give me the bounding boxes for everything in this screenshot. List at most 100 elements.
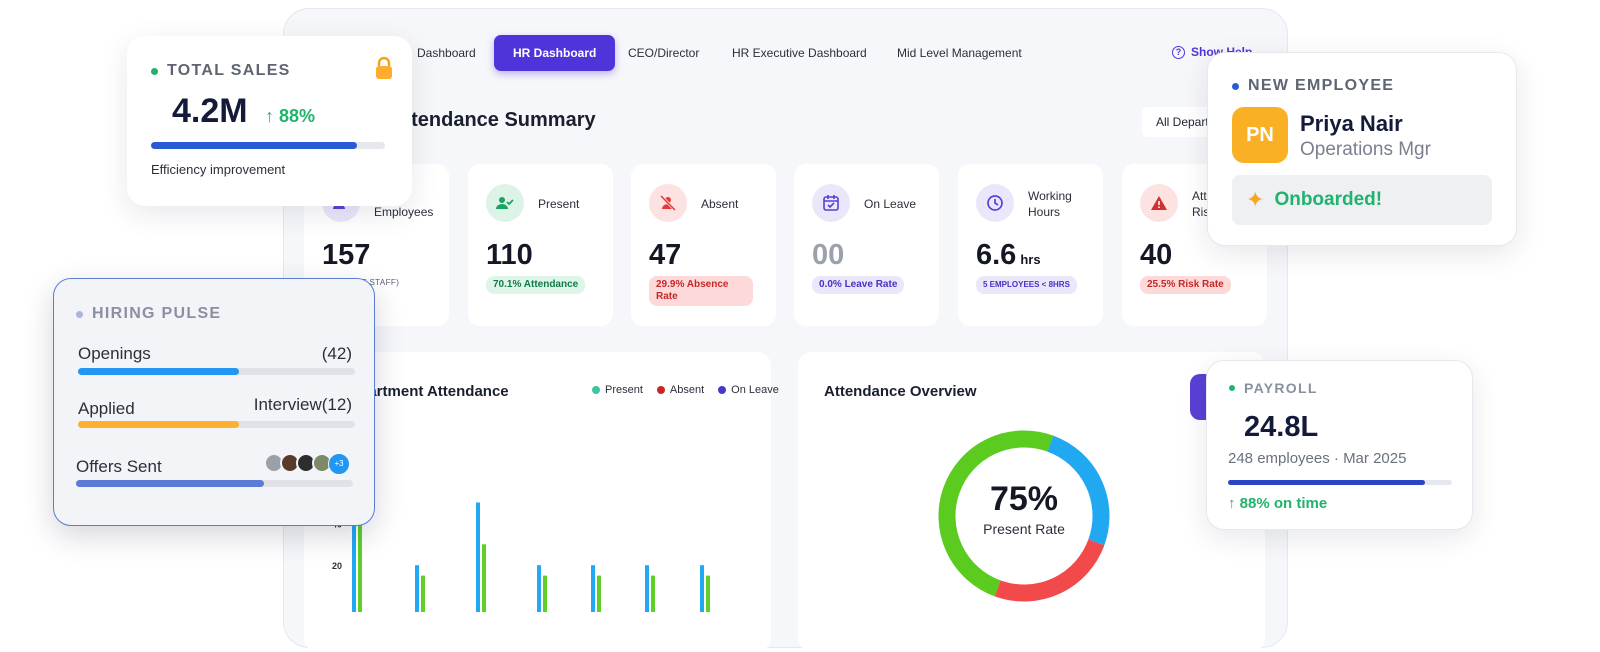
row-value-interview: Interview(12) [253,395,352,414]
payroll-card: PAYROLL 24.8L 248 employees · Mar 2025 ↑… [1206,360,1473,530]
bar [700,565,704,612]
total-sales-card: TOTAL SALES 4.2M ↑ 88% Efficiency improv… [127,36,412,206]
dashboard-window: Dashboard HR Dashboard CEO/Director HR E… [283,8,1289,652]
card-title: PAYROLL [1229,380,1318,396]
card-title-label: PAYROLL [1244,380,1318,396]
legend-label: Present [605,384,643,396]
row-label-openings: Openings [78,344,151,363]
stat-label: Absent [701,197,739,211]
lock-icon [374,56,394,85]
sales-progress-track [151,142,385,149]
card-title: HIRING PULSE [76,305,221,323]
status-badge: 25.5% Risk Rate [1140,276,1231,294]
status-badge: 0.0% Leave Rate [812,276,905,294]
status-badge: 70.1% Attendance [486,276,586,294]
status-dot [151,67,158,75]
tab-ceo-director[interactable]: CEO/Director [628,46,700,60]
avatar: PN [1232,107,1288,163]
bar [591,565,595,612]
legend-dot [592,386,600,394]
bar [358,523,362,612]
stat-label: Working Hours [1028,189,1072,219]
tab-dashboard[interactable]: Dashboard [417,46,476,60]
applied-progress-track [78,421,355,428]
legend-label: Absent [669,384,705,396]
bar [415,565,419,612]
tab-bar: Dashboard HR Dashboard CEO/Director HR E… [284,35,1289,75]
stat-card-present: Present 110 70.1% Attendance [468,164,613,326]
new-employee-card: NEW EMPLOYEE PN Priya Nair Operations Mg… [1207,52,1517,246]
sales-progress-fill [151,142,357,149]
openings-progress-fill [78,368,239,375]
legend-label: On Leave [731,384,779,396]
panel-title: Department Attendance [340,383,509,400]
payroll-detail: 248 employees · Mar 2025 [1228,450,1407,467]
legend-item: On Leave [718,384,779,396]
avatar-more[interactable]: +3 [328,453,350,475]
sales-change: ↑ 88% [265,106,316,126]
donut-caption: Present Rate [983,521,1065,537]
stat-label: Employees [374,205,434,219]
sales-value: 4.2M [172,92,248,130]
donut-segment-present [938,430,1054,597]
avatar-stack: +3 [264,453,350,475]
calendar-check-icon [812,184,850,222]
stat-unit: hrs [1020,252,1041,267]
onboard-status: ✦ Onboarded! [1232,175,1492,225]
bar [543,575,547,612]
stat-value: 157 [322,239,371,271]
clock-icon [976,184,1014,222]
legend-item: Present [592,384,643,396]
donut-segment-absent [994,539,1105,602]
donut-chart [938,430,1110,602]
panel-title: Attendance Overview [824,383,977,400]
row-label-applied: Applied [78,399,135,418]
bar [706,575,710,612]
y-tick-label: 20 [332,561,342,571]
bar [651,575,655,612]
legend-dot [656,386,665,394]
stat-value: 00 [812,239,845,271]
status-dot [1232,82,1239,90]
openings-progress-track [78,368,355,375]
row-label-offers: Offers Sent [76,457,162,476]
donut-segment-leave [1047,435,1110,546]
offers-progress-fill [76,480,265,487]
payroll-progress-fill [1228,480,1426,485]
stat-label: On Leave [864,197,917,211]
status-badge: 29.9% Absence Rate [649,276,753,306]
row-value-openings: (42) [321,344,352,363]
bar-chart: 4020 [332,502,710,612]
bar [645,565,649,612]
card-title-label: TOTAL SALES [167,62,291,79]
user-check-icon [486,184,524,222]
donut-center: 75% Present Rate [974,480,1074,537]
payroll-footer: ↑ 88% on time [1228,495,1328,512]
warning-icon [1140,184,1178,222]
attendance-overview-panel: Attendance Overview 75% Present Rate [798,352,1265,652]
department-attendance-panel: Department Attendance Present Absent On … [304,352,779,652]
tab-hr-executive-dashboard[interactable]: HR Executive Dashboard [732,46,867,60]
payroll-progress-track [1228,480,1452,485]
tab-hr-dashboard[interactable]: HR Dashboard [494,35,616,71]
stat-label: Present [538,197,580,211]
stat-card-on-leave: On Leave 00 0.0% Leave Rate [794,164,939,326]
tab-mid-level-management[interactable]: Mid Level Management [897,46,1022,60]
status-badge: 5 EMPLOYEES < 8HRS [976,276,1077,294]
party-popper-icon: ✦ [1246,187,1265,212]
offers-progress-track [76,480,353,487]
hiring-pulse-card: HIRING PULSE Openings (42) Applied Inter… [53,278,375,526]
status-dot [1229,385,1235,391]
stat-card-absent: Absent 47 29.9% Absence Rate [631,164,776,326]
card-title-label: HIRING PULSE [92,305,222,322]
legend-item: Absent [656,384,705,396]
stat-number: 6.6 [976,239,1017,271]
bar [476,502,480,612]
onboard-status-label: Onboarded! [1274,189,1383,210]
stat-card-working-hours: Working Hours 6.6 hrs 5 EMPLOYEES < 8HRS [958,164,1103,326]
employee-name: Priya Nair [1300,111,1403,136]
page-title: Attendance Summary [390,109,596,131]
stat-value: 6.6 hrs [976,239,1041,272]
employee-role: Operations Mgr [1300,139,1431,160]
sales-caption: Efficiency improvement [151,162,286,177]
